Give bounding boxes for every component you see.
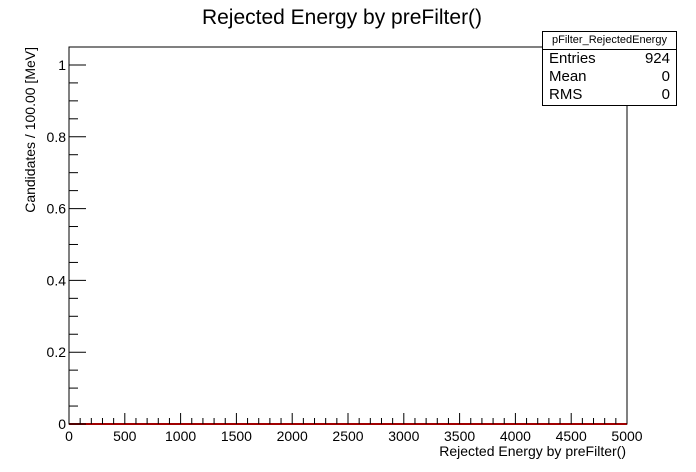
stats-label: RMS: [549, 86, 583, 103]
y-tick-label: 0.8: [47, 129, 67, 145]
x-tick-label: 5000: [611, 428, 642, 444]
x-tick-label: 1000: [165, 428, 196, 444]
x-axis-label: Rejected Energy by preFilter(): [439, 443, 626, 459]
stats-label: Entries: [549, 50, 596, 67]
x-tick-label: 3000: [388, 428, 419, 444]
stats-row-entries: Entries 924: [543, 50, 676, 68]
x-tick-label: 0: [65, 428, 73, 444]
y-axis: 0 0.2 0.4 0.6 0.8 1: [47, 46, 86, 432]
stats-row-rms: RMS 0: [543, 86, 676, 104]
x-tick-label: 3500: [444, 428, 475, 444]
stats-box: pFilter_RejectedEnergy Entries 924 Mean …: [542, 31, 677, 106]
y-tick-label: 0.4: [47, 272, 67, 288]
y-tick-label: 0.2: [47, 344, 67, 360]
x-tick-label: 2500: [332, 428, 363, 444]
y-tick-label: 1: [58, 57, 66, 73]
stats-title: pFilter_RejectedEnergy: [543, 32, 676, 50]
y-tick-label: 0.6: [47, 201, 67, 217]
x-tick-label: 2000: [277, 428, 308, 444]
stats-value: 0: [661, 68, 670, 85]
stats-label: Mean: [549, 68, 587, 85]
x-tick-label: 1500: [221, 428, 252, 444]
x-axis: 0 500 1000 1500 2000 2500 3000 3500 4000 4500 5000: [65, 413, 643, 444]
stats-value: 924: [644, 50, 670, 67]
y-tick-label: 0: [58, 416, 66, 432]
x-tick-label: 500: [113, 428, 137, 444]
stats-row-mean: Mean 0: [543, 68, 676, 86]
x-tick-label: 4000: [500, 428, 531, 444]
x-tick-label: 4500: [556, 428, 587, 444]
chart-title: Rejected Energy by preFilter(): [202, 6, 482, 29]
y-axis-label: Candidates / 100.00 [MeV]: [22, 47, 38, 213]
stats-value: 0: [661, 86, 670, 103]
